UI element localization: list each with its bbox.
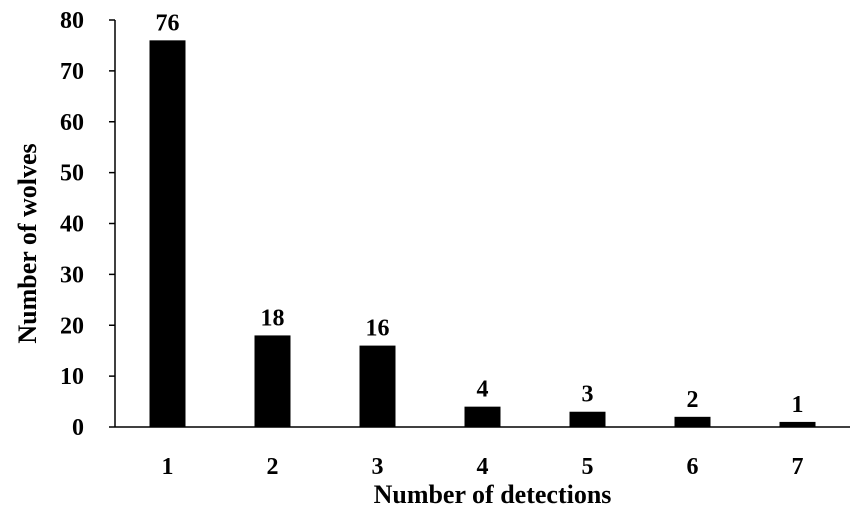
- y-tick-label: 50: [60, 161, 84, 187]
- y-tick-label: 0: [72, 415, 84, 441]
- bar: [464, 406, 501, 427]
- y-tick-label: 20: [60, 313, 84, 339]
- data-label: 1: [792, 392, 804, 418]
- bar: [779, 421, 816, 427]
- y-tick-label: 10: [60, 364, 84, 390]
- y-tick-label: 70: [60, 59, 84, 85]
- data-label: 4: [477, 377, 489, 403]
- y-tick-label: 40: [60, 212, 84, 238]
- x-tick-label: 5: [582, 454, 594, 480]
- bar: [359, 345, 396, 427]
- bars: [149, 40, 816, 427]
- x-tick-label: 7: [792, 454, 804, 480]
- bar: [674, 416, 711, 427]
- data-labels: 76 18 16 4 3 2 1: [156, 10, 804, 418]
- x-tick-label: 3: [372, 454, 384, 480]
- bar: [254, 335, 291, 427]
- x-tick-label: 2: [267, 454, 279, 480]
- y-tick-label: 60: [60, 110, 84, 136]
- data-label: 76: [156, 10, 180, 36]
- data-label: 18: [261, 305, 285, 331]
- x-tick-label: 1: [162, 454, 174, 480]
- y-tick-label: 30: [60, 262, 84, 288]
- bar: [569, 411, 606, 427]
- data-label: 16: [366, 316, 390, 342]
- x-tick-label: 6: [687, 454, 699, 480]
- data-label: 2: [687, 387, 699, 413]
- x-axis-ticks: 1 2 3 4 5 6 7: [162, 454, 804, 480]
- bar: [149, 40, 186, 427]
- y-tick-label: 80: [60, 8, 84, 34]
- x-axis-title: Number of detections: [374, 480, 612, 509]
- y-axis-ticks: 0 10 20 30 40 50 60 70 80: [60, 8, 115, 441]
- x-tick-label: 4: [477, 454, 489, 480]
- data-label: 3: [582, 382, 594, 408]
- y-axis-title: Number of wolves: [13, 143, 42, 343]
